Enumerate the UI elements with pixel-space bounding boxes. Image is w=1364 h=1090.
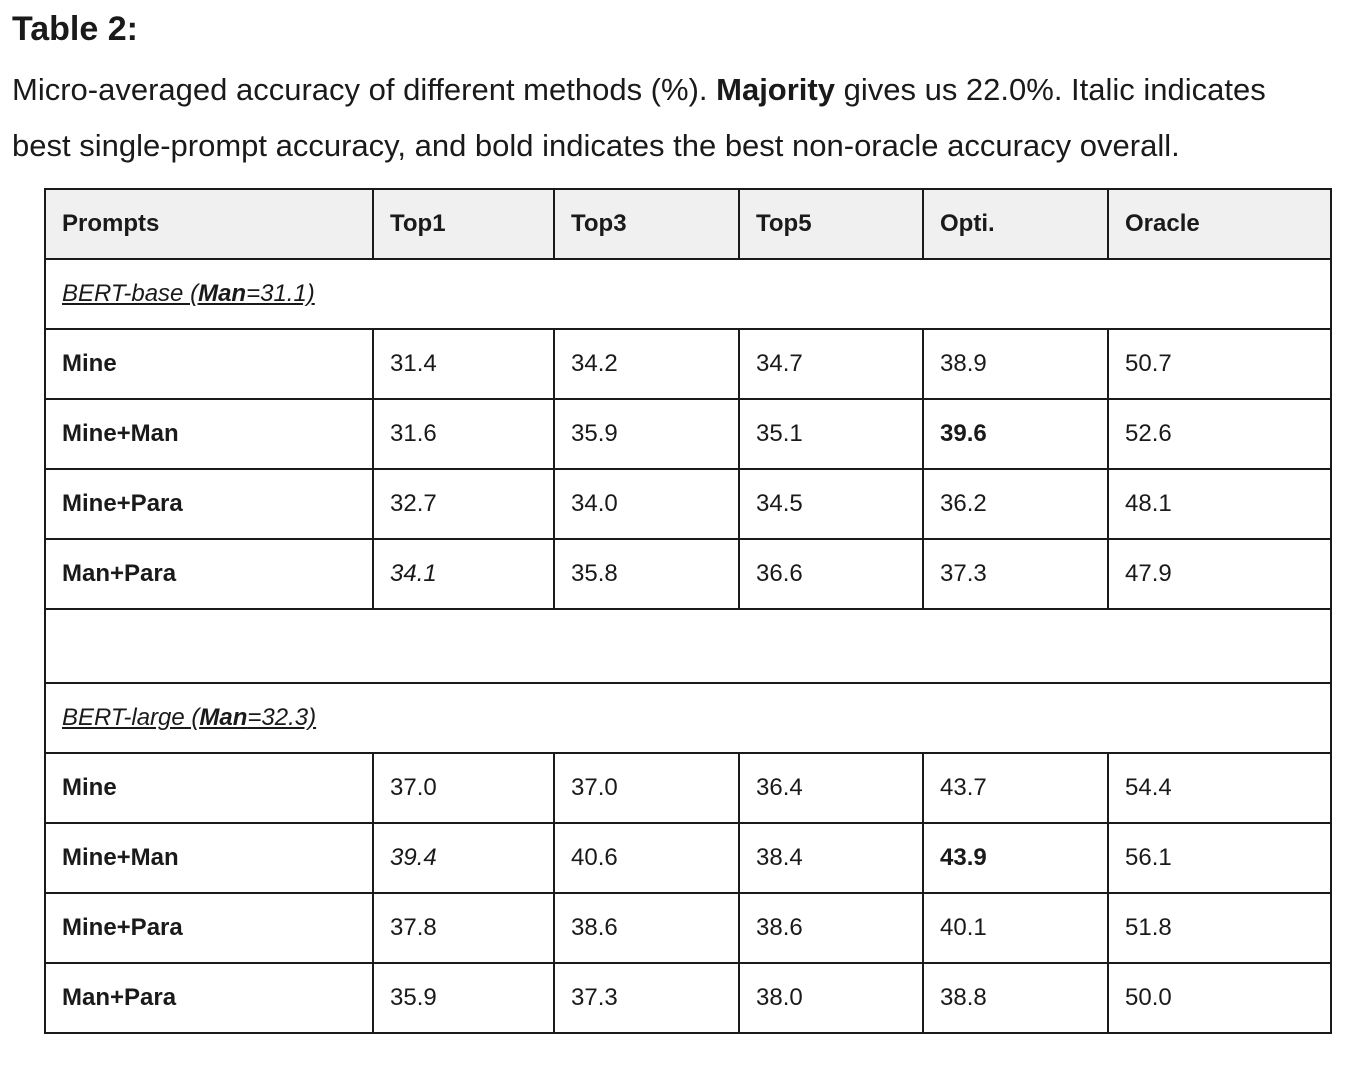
group-label: BERT-base (Man=31.1): [44, 258, 1332, 330]
group-header-row: BERT-base (Man=31.1): [44, 258, 1332, 330]
value-cell-best-single: 39.4: [372, 822, 555, 894]
value-cell: 38.0: [738, 962, 924, 1034]
value-cell: 31.4: [372, 328, 555, 400]
value-cell: 52.6: [1107, 398, 1332, 470]
results-table: Prompts Top1 Top3 Top5 Opti. Oracle BERT…: [44, 188, 1332, 1034]
value-cell: 35.1: [738, 398, 924, 470]
table-row: Mine+Para 37.8 38.6 38.6 40.1 51.8: [44, 892, 1332, 964]
group-man-label: Man: [198, 280, 247, 307]
prompt-cell: Mine+Man: [44, 398, 374, 470]
column-header: Top3: [553, 188, 740, 260]
value-cell: 35.9: [372, 962, 555, 1034]
prompt-cell: Mine: [44, 328, 374, 400]
value-cell: 34.2: [553, 328, 740, 400]
value-cell: 38.9: [922, 328, 1109, 400]
value-cell: 35.9: [553, 398, 740, 470]
caption-line-2: best single-prompt accuracy, and bold in…: [12, 128, 1180, 163]
value-cell: 37.8: [372, 892, 555, 964]
value-cell: 37.0: [372, 752, 555, 824]
spacer-row: [44, 608, 1332, 684]
spacer-cell: [44, 608, 1332, 684]
value-cell: 32.7: [372, 468, 555, 540]
group-man-value: =31.1): [246, 280, 315, 307]
value-cell: 43.7: [922, 752, 1109, 824]
column-header: Oracle: [1107, 188, 1332, 260]
table-row: Mine+Para 32.7 34.0 34.5 36.2 48.1: [44, 468, 1332, 540]
table-header-row: Prompts Top1 Top3 Top5 Opti. Oracle: [44, 188, 1332, 260]
value-cell: 37.3: [553, 962, 740, 1034]
prompt-cell: Mine+Para: [44, 468, 374, 540]
value-cell-best-overall: 43.9: [922, 822, 1109, 894]
value-cell: 38.6: [738, 892, 924, 964]
table-row: Mine+Man 39.4 40.6 38.4 43.9 56.1: [44, 822, 1332, 894]
table-row: Man+Para 35.9 37.3 38.0 38.8 50.0: [44, 962, 1332, 1034]
value-cell: 38.4: [738, 822, 924, 894]
value-cell: 38.6: [553, 892, 740, 964]
group-model: BERT-large (: [62, 704, 200, 731]
value-cell: 35.8: [553, 538, 740, 610]
prompt-cell: Man+Para: [44, 962, 374, 1034]
prompt-cell: Mine: [44, 752, 374, 824]
value-cell: 54.4: [1107, 752, 1332, 824]
caption-line-1: Micro-averaged accuracy of different met…: [12, 62, 1362, 118]
table-title: Table 2:: [12, 10, 138, 48]
value-cell: 48.1: [1107, 468, 1332, 540]
table-row: Man+Para 34.1 35.8 36.6 37.3 47.9: [44, 538, 1332, 610]
value-cell: 40.6: [553, 822, 740, 894]
group-man-value: =32.3): [247, 704, 317, 731]
prompt-cell: Man+Para: [44, 538, 374, 610]
value-cell: 36.6: [738, 538, 924, 610]
column-header: Top1: [372, 188, 555, 260]
value-cell: 34.0: [553, 468, 740, 540]
group-man-label: Man: [199, 704, 248, 731]
column-header: Opti.: [922, 188, 1109, 260]
value-cell: 47.9: [1107, 538, 1332, 610]
value-cell: 37.0: [553, 752, 740, 824]
value-cell-best-single: 34.1: [372, 538, 555, 610]
caption-text: gives us 22.0%. Italic indicates: [834, 72, 1266, 107]
prompt-cell: Mine+Man: [44, 822, 374, 894]
value-cell-best-overall: 39.6: [922, 398, 1109, 470]
caption-majority-label: Majority: [716, 72, 835, 107]
value-cell: 34.7: [738, 328, 924, 400]
value-cell: 51.8: [1107, 892, 1332, 964]
value-cell: 40.1: [922, 892, 1109, 964]
group-model: BERT-base (: [62, 280, 199, 307]
value-cell: 50.0: [1107, 962, 1332, 1034]
column-header: Top5: [738, 188, 924, 260]
group-header-row: BERT-large (Man=32.3): [44, 682, 1332, 754]
value-cell: 34.5: [738, 468, 924, 540]
table-row: Mine 31.4 34.2 34.7 38.9 50.7: [44, 328, 1332, 400]
table-caption: Micro-averaged accuracy of different met…: [12, 62, 1362, 174]
value-cell: 38.8: [922, 962, 1109, 1034]
value-cell: 31.6: [372, 398, 555, 470]
caption-text: Micro-averaged accuracy of different met…: [12, 72, 717, 107]
value-cell: 56.1: [1107, 822, 1332, 894]
value-cell: 37.3: [922, 538, 1109, 610]
table-row: Mine+Man 31.6 35.9 35.1 39.6 52.6: [44, 398, 1332, 470]
value-cell: 50.7: [1107, 328, 1332, 400]
prompt-cell: Mine+Para: [44, 892, 374, 964]
value-cell: 36.4: [738, 752, 924, 824]
table-row: Mine 37.0 37.0 36.4 43.7 54.4: [44, 752, 1332, 824]
column-header: Prompts: [44, 188, 374, 260]
value-cell: 36.2: [922, 468, 1109, 540]
group-label: BERT-large (Man=32.3): [44, 682, 1332, 754]
